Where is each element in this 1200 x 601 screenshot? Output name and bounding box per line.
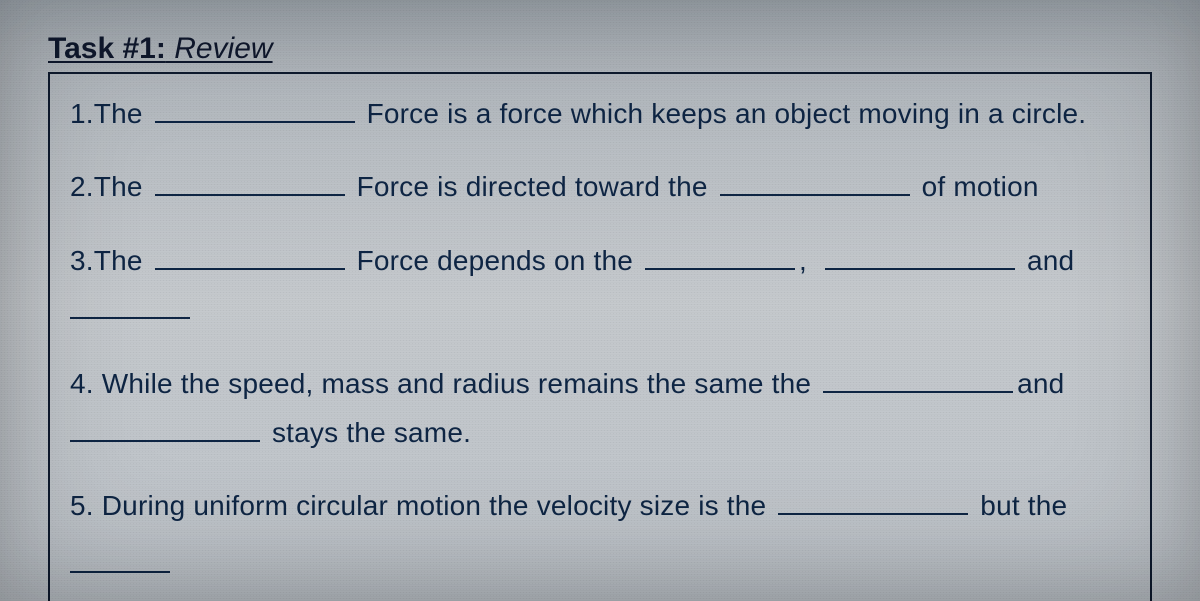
questions-box: 1.The Force is a force which keeps an ob… xyxy=(48,72,1152,601)
task-title: Task #1: Review xyxy=(48,32,1152,66)
q3-comma: , xyxy=(799,245,807,276)
q2-text-2: Force is directed toward the xyxy=(357,171,716,202)
q4-blank-2[interactable] xyxy=(70,413,260,442)
q4-blank-1[interactable] xyxy=(823,364,1013,393)
question-1: 1.The Force is a force which keeps an ob… xyxy=(70,92,1130,135)
q5-text-1: During uniform circular motion the veloc… xyxy=(94,490,775,521)
q3-blank-2[interactable] xyxy=(645,241,795,270)
task-title-italic: Review xyxy=(166,32,273,65)
q2-num: 2. xyxy=(70,171,94,202)
question-5c: changes xyxy=(70,591,1130,601)
question-3b xyxy=(70,288,1130,331)
q5-blank-1[interactable] xyxy=(778,487,968,516)
q5-num: 5. xyxy=(70,490,94,521)
q3-num: 3. xyxy=(70,245,94,276)
question-5b xyxy=(70,542,1130,585)
question-5: 5. During uniform circular motion the ve… xyxy=(70,484,1130,527)
q2-text-1: The xyxy=(94,171,151,202)
q4-num: 4. xyxy=(70,368,94,399)
q1-text-1: The xyxy=(94,98,151,129)
question-3: 3.The Force depends on the , and xyxy=(70,239,1130,282)
q3-blank-4[interactable] xyxy=(70,291,190,320)
q4-text-3: stays the same. xyxy=(272,417,471,448)
q1-text-2: Force is a force which keeps an object m… xyxy=(367,98,1087,129)
q3-text-3: and xyxy=(1027,245,1074,276)
q1-blank-1[interactable] xyxy=(155,94,355,123)
question-4b: stays the same. xyxy=(70,411,1130,454)
q2-text-3: of motion xyxy=(922,171,1039,202)
q2-blank-2[interactable] xyxy=(720,168,910,197)
worksheet-page: Task #1: Review 1.The Force is a force w… xyxy=(48,32,1152,601)
q4-text-2: and xyxy=(1017,368,1064,399)
q5-text-2: but the xyxy=(972,490,1067,521)
q5-text-3: changes xyxy=(70,597,177,601)
q4-text-1: While the speed, mass and radius remains… xyxy=(94,368,819,399)
q3-text-1: The xyxy=(94,245,151,276)
q3-blank-1[interactable] xyxy=(155,241,345,270)
q2-blank-1[interactable] xyxy=(155,168,345,197)
q1-num: 1. xyxy=(70,98,94,129)
task-title-bold: Task #1: xyxy=(48,32,166,65)
question-2: 2.The Force is directed toward the of mo… xyxy=(70,165,1130,208)
question-4: 4. While the speed, mass and radius rema… xyxy=(70,362,1130,405)
q3-blank-3[interactable] xyxy=(825,241,1015,270)
q5-blank-2[interactable] xyxy=(70,544,170,573)
q3-text-2: Force depends on the xyxy=(357,245,641,276)
